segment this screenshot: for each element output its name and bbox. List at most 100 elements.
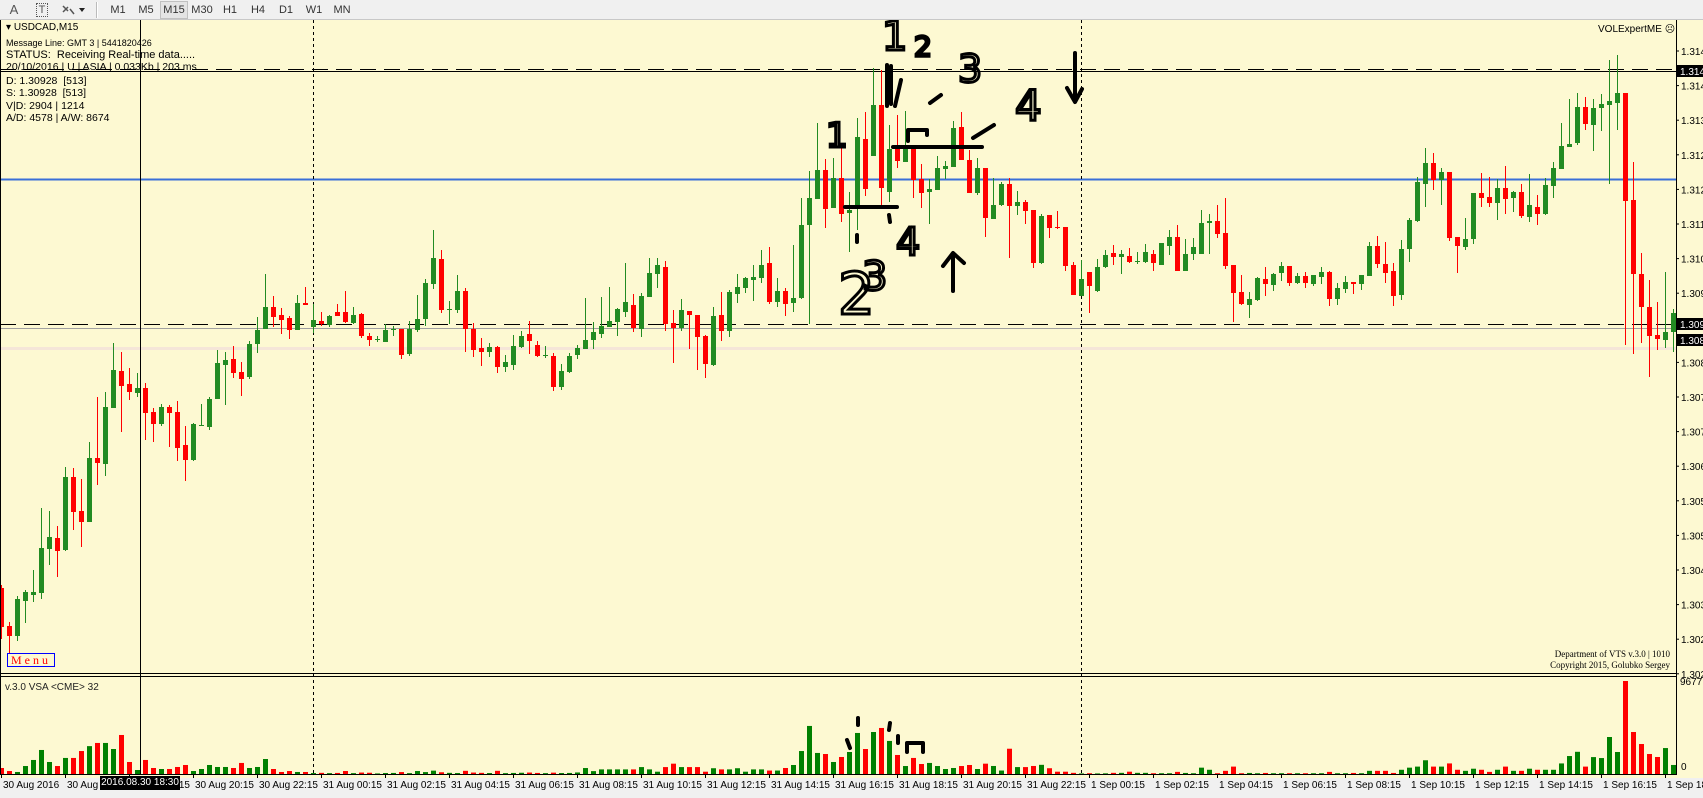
candle-body: [1343, 282, 1348, 289]
candle-body: [1439, 172, 1444, 180]
text-label-tool-button[interactable]: T: [28, 1, 56, 19]
volume-bar: [1271, 773, 1276, 775]
candle: [1095, 259, 1100, 292]
candle: [1279, 262, 1284, 281]
time-axis-label: 30 Aug 2016: [3, 780, 60, 791]
copyright-note: Department of VTS v.3.0 | 1010 Copyright …: [1550, 649, 1670, 670]
volume-bar: [1191, 773, 1196, 775]
candle-body: [143, 388, 148, 413]
candle: [327, 315, 332, 327]
text-tool-button[interactable]: A: [0, 1, 28, 19]
candle: [1111, 245, 1116, 265]
candle-body: [479, 348, 484, 352]
volume-bar: [1295, 773, 1300, 775]
timeframe-m15[interactable]: M15: [160, 0, 188, 19]
volume-bar: [71, 757, 76, 774]
candle-body: [903, 149, 908, 162]
candle: [831, 158, 836, 208]
handwritten-stroke: [845, 738, 852, 750]
timeframe-h4[interactable]: H4: [250, 3, 266, 16]
candle: [583, 298, 588, 349]
volume-bar: [559, 773, 564, 775]
volume-bar: [1415, 766, 1420, 774]
volume-bar: [15, 771, 20, 774]
candle-body: [471, 329, 476, 350]
candle: [1439, 168, 1444, 205]
candle-body: [663, 267, 668, 324]
candle-body: [1055, 227, 1060, 228]
volume-bar: [1455, 769, 1460, 774]
candle-body: [1415, 182, 1420, 221]
candle: [943, 161, 948, 179]
menu-button[interactable]: Menu: [7, 653, 55, 667]
handwritten-annotation: 2: [914, 30, 932, 63]
candle: [1079, 260, 1084, 296]
candle-body: [1607, 101, 1612, 105]
time-axis-label: 1 Sep 04:15: [1219, 780, 1273, 791]
candle-body: [7, 626, 12, 636]
candle: [607, 287, 612, 327]
volume-bar: [807, 725, 812, 774]
timeframe-mn[interactable]: MN: [333, 3, 351, 16]
volume-bar: [1503, 766, 1508, 774]
volume-bar: [543, 773, 548, 775]
volume-bar: [983, 763, 988, 774]
time-axis-label: 1 Sep 08:15: [1347, 780, 1401, 791]
arrows-tool-button[interactable]: [56, 1, 90, 19]
candle: [407, 321, 412, 356]
timeframe-m5[interactable]: M5: [138, 3, 154, 16]
candle: [1655, 302, 1660, 350]
volume-bar: [751, 769, 756, 774]
volume-bar: [103, 742, 108, 774]
volume-bar: [1255, 773, 1260, 775]
volume-bar: [207, 764, 212, 774]
candle: [71, 468, 76, 530]
timeframe-w1[interactable]: W1: [305, 3, 323, 16]
candle-body: [1015, 202, 1020, 206]
candle-body: [1215, 221, 1220, 234]
ad-aw-values: A/D: 4578 | A/W: 8674: [6, 112, 110, 124]
time-axis-label: 31 Aug 10:15: [643, 780, 702, 791]
candle-body: [359, 314, 364, 336]
candle-body: [1527, 205, 1532, 217]
candle: [567, 353, 572, 373]
candle-body: [1087, 272, 1092, 286]
candle: [375, 336, 380, 342]
candle-body: [383, 330, 388, 342]
price-axis-label: 1.308: [1681, 358, 1703, 369]
volume-bar: [1279, 773, 1284, 775]
volume-bar: [271, 769, 276, 774]
candle: [1031, 210, 1036, 268]
price-axis-label: 1.306: [1681, 462, 1703, 473]
volume-bar: [1063, 771, 1068, 774]
timeframe-h1[interactable]: H1: [222, 3, 238, 16]
candle-body: [767, 263, 772, 302]
candle: [1087, 272, 1092, 313]
candle-body: [799, 225, 804, 298]
volume-bar: [1639, 744, 1644, 774]
timeframe-m30[interactable]: M30: [191, 3, 213, 16]
candle: [1191, 238, 1196, 260]
candle-body: [351, 315, 356, 323]
candle-body: [527, 334, 532, 341]
timeframe-m1[interactable]: M1: [110, 3, 126, 16]
candle: [1583, 97, 1588, 130]
candle: [639, 293, 644, 337]
candle: [855, 118, 860, 230]
volume-bar: [55, 766, 60, 774]
current-price-marker: [1677, 65, 1703, 77]
candle: [767, 247, 772, 304]
volume-bar: [919, 764, 924, 774]
candle-body: [1671, 313, 1676, 332]
symbol-title[interactable]: ▾ USDCAD,M15: [6, 22, 79, 33]
timeframe-d1[interactable]: D1: [278, 3, 294, 16]
candle-body: [95, 458, 100, 463]
candle-body: [983, 168, 988, 218]
candle-body: [1119, 254, 1124, 257]
price-axis-label: 1.314: [1681, 82, 1703, 93]
candle: [615, 308, 620, 336]
volume-bar: [975, 769, 980, 774]
price-axis-label: 1.312: [1681, 185, 1703, 196]
candle-body: [1167, 237, 1172, 246]
